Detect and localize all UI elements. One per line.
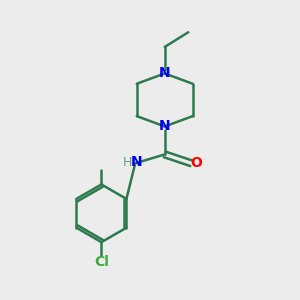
Text: N: N [159,66,170,80]
Text: N: N [159,119,170,134]
Text: N: N [131,155,142,169]
Text: Cl: Cl [94,255,109,269]
Text: H: H [122,156,132,169]
Text: O: O [190,156,202,170]
